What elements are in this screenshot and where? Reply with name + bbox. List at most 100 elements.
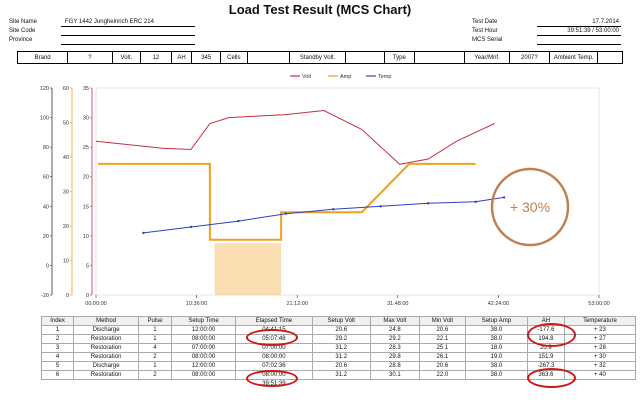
temp-point (237, 219, 240, 223)
table-cell (171, 380, 235, 389)
table-cell: 07:00:00 (170, 343, 237, 353)
ah-highlight-1 (527, 323, 576, 347)
table-cell: 6 (40, 370, 75, 380)
table-row: 4 Restoration 2 08:00:00 08:00:00 31.2 29.8 26.… (40, 352, 637, 362)
table-cell: 2 (138, 352, 172, 362)
page-title: Load Test Result (MCS Chart) (228, 2, 412, 17)
plot-area (95, 87, 600, 296)
test-hour-label: Test Hour (472, 28, 498, 34)
column-header: Max Volt (369, 316, 420, 326)
temp-tick-label: 0 (46, 263, 49, 269)
table-cell: + 28 (563, 343, 637, 353)
column-header: Temperature (563, 316, 637, 326)
temp-point (284, 212, 288, 215)
table-cell: 08:00:00 (170, 334, 237, 344)
amp-tick-label: 10 (63, 259, 69, 265)
table-cell (74, 380, 139, 389)
table-cell: 20.6 (418, 325, 466, 335)
ah-label: AH (172, 52, 193, 63)
temp-tick-label: 40 (43, 204, 49, 210)
table-cell (139, 380, 172, 389)
table-cell: 2 (40, 334, 75, 344)
amp-tick-label: 20 (63, 224, 69, 230)
table-cell: 08:00:00 (170, 370, 237, 380)
column-header: Min Volt (418, 316, 466, 326)
legend-label: Temp (378, 74, 391, 80)
amp-tick-label: 30 (63, 190, 69, 196)
site-code-value (61, 27, 195, 36)
site-name-value: FGY 1442 Jungheinrich ERC 214 (61, 18, 195, 27)
standby-volt-value (346, 52, 385, 63)
ambient-temp-label: Ambient Temp. (550, 52, 599, 63)
table-cell: Restoration (73, 352, 140, 362)
temp-point (379, 205, 382, 208)
table-cell: 2 (138, 370, 172, 380)
column-header: Pulse (138, 316, 172, 326)
table-cell: 5 (40, 361, 75, 371)
table-cell: 3 (40, 343, 75, 353)
standby-volt-label: Standby Volt. (290, 52, 347, 63)
temp-point (332, 208, 335, 211)
temp-point (189, 225, 193, 229)
x-tick-label: 00:00:00 (85, 301, 106, 307)
table-cell (42, 380, 74, 389)
temp-tick-label: 80 (43, 145, 49, 151)
x-tick-label: 31:48:00 (387, 301, 408, 307)
amp-tick-label: 50 (63, 121, 69, 127)
table-cell: 12:00:00 (170, 325, 237, 335)
site-name-label: Site Name (9, 19, 38, 25)
table-cell: 29.2 (369, 334, 420, 344)
temp-tick-label: -20 (41, 293, 49, 299)
cells-value (248, 52, 290, 63)
legend-label: Amp (340, 74, 351, 80)
table-cell: 31.2 (311, 370, 371, 380)
table-cell: 22.1 (418, 334, 466, 344)
x-tick-label: 42:24:00 (488, 301, 509, 307)
column-header: Index (40, 316, 75, 326)
table-cell: 08:00:00 (235, 352, 313, 362)
series-volt-line (95, 109, 495, 165)
table-cell: 24.8 (369, 325, 420, 335)
table-cell: 38.0 (464, 370, 528, 380)
x-tick-label: 53:00:00 (588, 301, 609, 307)
ambient-temp-value (598, 52, 622, 63)
site-info: Site Name FGY 1442 Jungheinrich ERC 214 S… (9, 18, 195, 45)
percent-badge-text: + 30% (510, 199, 550, 215)
percent-badge: + 30% (490, 167, 570, 247)
table-cell: + 30 (563, 352, 637, 362)
table-cell (465, 380, 527, 389)
shaded-band (214, 243, 282, 295)
column-header: Elapsed Time (235, 316, 313, 326)
results-table: Index Method Pulse Setup Time Elapsed Time Se… (40, 316, 637, 389)
table-cell: 38.0 (464, 361, 528, 371)
site-code-label: Site Code (9, 28, 36, 34)
volt-tick-label: 20 (83, 175, 89, 181)
table-cell: 22.0 (418, 370, 466, 380)
volt-tick-label: 30 (83, 116, 89, 122)
table-cell: 30.1 (369, 370, 420, 380)
series-amp-line (97, 162, 476, 241)
table-cell (312, 380, 370, 389)
test-hour-value: 39:51:39 / 53:00:00 (537, 27, 621, 36)
percent-badge-circle (490, 167, 570, 247)
column-header: Setup Time (170, 316, 237, 326)
column-header: Setup Volt (311, 316, 371, 326)
temp-point (474, 200, 477, 204)
volt-tick-label: 0 (86, 293, 89, 299)
year-value: 2007? (510, 52, 551, 63)
temp-tick-label: 60 (43, 175, 49, 181)
column-header: Method (73, 316, 140, 326)
brand-label: Brand (18, 52, 69, 63)
mcs-serial-label: MCS Serial (472, 37, 503, 43)
table-cell: 28.3 (369, 343, 420, 353)
test-date-value: 17.7.2014 (537, 18, 621, 27)
table-cell: Restoration (73, 343, 140, 353)
volt-value: 12 (141, 52, 172, 63)
table-cell: 29.2 (311, 334, 371, 344)
temp-point (142, 231, 145, 235)
table-cell: Discharge (73, 325, 140, 335)
table-cell: 29.8 (369, 352, 420, 362)
temp-point (502, 196, 506, 199)
province-label: Province (9, 37, 33, 43)
table-cell: Restoration (73, 370, 140, 380)
